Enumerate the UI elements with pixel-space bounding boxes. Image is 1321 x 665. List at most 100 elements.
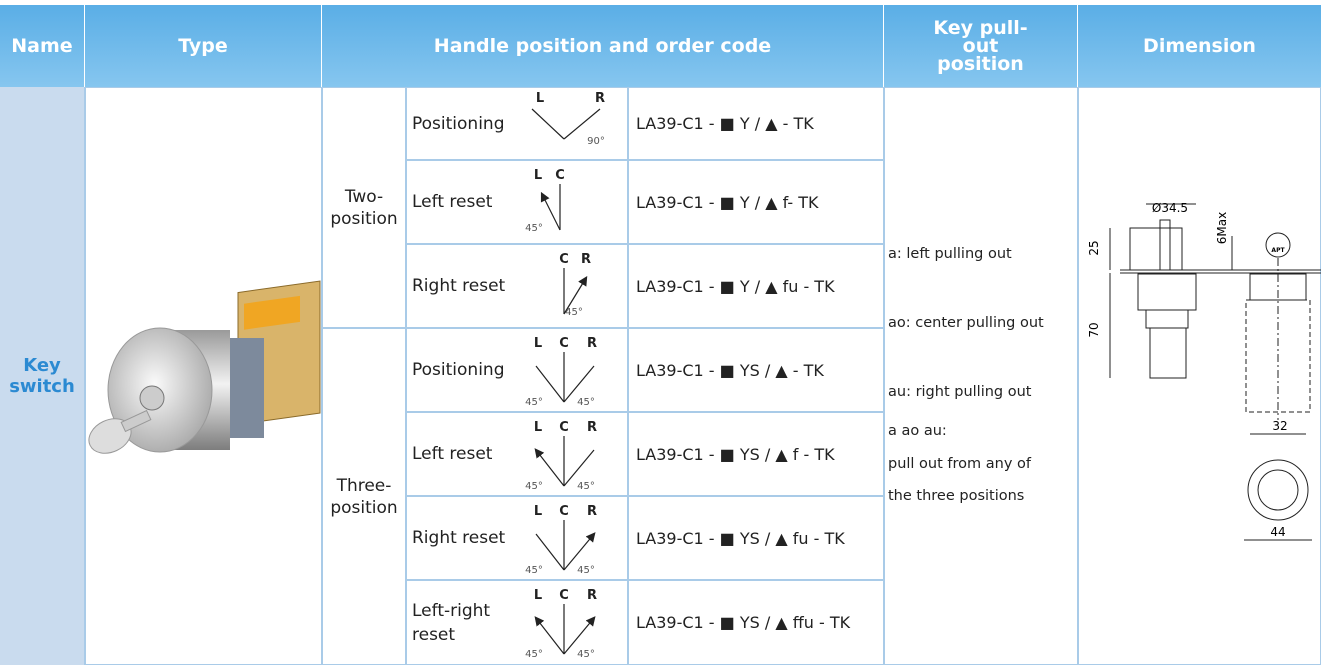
header-type: Type xyxy=(85,5,322,87)
mode-cell: Positioning xyxy=(406,328,628,412)
diagram-label: L xyxy=(534,420,542,435)
dimension-drawing xyxy=(1159,219,1171,271)
diagram-label: 45° xyxy=(565,307,583,318)
code-cell-text: LA39-C1 - ■ Y / ▲ fu - TK xyxy=(636,276,835,296)
mode-cell-text: Left-right reset xyxy=(412,600,491,645)
mode-cell: Right reset xyxy=(406,496,628,580)
header-handle: Handle position and order code xyxy=(322,5,884,87)
dimension-drawing xyxy=(1245,299,1311,413)
header-handle-text: Handle position and order code xyxy=(433,35,772,57)
switch-image xyxy=(139,385,165,411)
mode-cell-text: Left reset xyxy=(412,444,493,464)
code-cell: LA39-C1 - ■ YS / ▲ f - TK xyxy=(628,412,884,496)
diagram-label: R xyxy=(587,336,597,351)
pullout-text: the three positions xyxy=(888,488,1024,504)
diagram-label: L xyxy=(536,91,544,106)
diagram-label: L xyxy=(534,504,542,519)
diagram-label: L xyxy=(534,168,542,183)
dimension-drawing xyxy=(1247,459,1309,521)
diagram-line xyxy=(563,365,595,403)
diagram-line xyxy=(563,275,588,315)
diagram-line xyxy=(535,365,565,403)
group-cell-text: Three-position xyxy=(330,475,398,518)
diagram-label: L xyxy=(534,336,542,351)
diagram-line xyxy=(535,533,565,571)
diagram-label: 45° xyxy=(525,649,543,660)
group-cell: Two-position xyxy=(322,87,406,328)
mode-cell: Left reset xyxy=(406,412,628,496)
pullout-text: pull out from any of xyxy=(888,456,1032,472)
dimension-label: 6Max xyxy=(1215,212,1229,244)
dimension-label: 70 xyxy=(1087,322,1101,337)
diagram-line xyxy=(540,191,561,231)
header-pullout-text: Key pull-out position xyxy=(933,17,1028,75)
code-cell: LA39-C1 - ■ YS / ▲ fu - TK xyxy=(628,496,884,580)
diagram-label: 45° xyxy=(577,565,595,576)
diagram-label: R xyxy=(581,252,591,267)
diagram-line xyxy=(534,448,565,487)
diagram-label: 90° xyxy=(587,136,605,147)
dimension-label: Ø34.5 xyxy=(1152,201,1188,215)
pullout-text: a ao au: xyxy=(888,423,947,439)
switch-image xyxy=(120,409,152,433)
mode-cell-text: Right reset xyxy=(412,528,506,548)
diagram-label: C xyxy=(559,504,569,519)
header-dimension: Dimension xyxy=(1078,5,1321,87)
code-cell-text: LA39-C1 - ■ Y / ▲ - TK xyxy=(636,114,814,133)
mode-cell: Right reset xyxy=(406,244,628,328)
dimension-label: 32 xyxy=(1272,419,1287,433)
mode-cell-text: Right reset xyxy=(412,276,506,296)
diagram-label: R xyxy=(595,91,605,106)
dimension-drawing xyxy=(1257,469,1299,511)
mode-cell: Positioning xyxy=(406,87,628,160)
diagram-label: C xyxy=(559,252,569,267)
header-pullout: Key pull-out position xyxy=(884,5,1078,87)
dimension-label: 44 xyxy=(1270,525,1285,539)
dimension-drawing xyxy=(1149,327,1187,379)
code-cell-text: LA39-C1 - ■ Y / ▲ f- TK xyxy=(636,192,819,212)
code-cell: LA39-C1 - ■ Y / ▲ fu - TK xyxy=(628,244,884,328)
diagram-label: 45° xyxy=(577,397,595,408)
diagram-label: C xyxy=(559,420,569,435)
diagram-label: C xyxy=(559,336,569,351)
diagram-label: R xyxy=(587,504,597,519)
dimension-badge: APT xyxy=(1271,247,1285,254)
diagram-line xyxy=(563,449,595,487)
dimension-drawing xyxy=(1137,273,1197,311)
name-cell: Key switch xyxy=(0,87,85,665)
code-cell: LA39-C1 - ■ Y / ▲ f- TK xyxy=(628,160,884,244)
code-cell-text: LA39-C1 - ■ YS / ▲ - TK xyxy=(636,360,824,380)
diagram-label: C xyxy=(559,588,569,603)
dimension-drawing xyxy=(1145,309,1189,329)
pullout-text: ao: center pulling out xyxy=(888,315,1044,331)
code-cell-text: LA39-C1 - ■ YS / ▲ f - TK xyxy=(636,444,835,464)
header-name-text: Name xyxy=(11,35,73,57)
diagram-label: R xyxy=(587,420,597,435)
group-cell-text: Two-position xyxy=(330,186,398,229)
header-dimension-text: Dimension xyxy=(1143,35,1256,57)
switch-image xyxy=(244,295,300,330)
diagram-label: 45° xyxy=(525,223,543,234)
diagram-label: 45° xyxy=(525,481,543,492)
dimension-drawing xyxy=(1129,227,1183,271)
dimension-label: 25 xyxy=(1087,240,1101,255)
diagram-label: C xyxy=(555,168,565,183)
group-cell: Three-position xyxy=(322,328,406,665)
header-type-text: Type xyxy=(178,35,228,57)
pullout-text: a: left pulling out xyxy=(888,246,1012,262)
mode-cell-text: Left reset xyxy=(412,192,493,212)
diagram-line xyxy=(531,108,565,140)
diagram-label: 45° xyxy=(525,397,543,408)
diagram-line xyxy=(563,616,596,655)
diagram-label: L xyxy=(534,588,542,603)
diagram-line xyxy=(563,532,596,571)
name-cell-text: Key switch xyxy=(9,355,75,397)
diagram-label: 45° xyxy=(525,565,543,576)
code-cell-text: LA39-C1 - ■ YS / ▲ ffu - TK xyxy=(636,613,851,632)
diagram-line xyxy=(563,108,601,140)
header-name: Name xyxy=(0,5,85,87)
diagram-label: 45° xyxy=(577,649,595,660)
mode-cell-text: Positioning xyxy=(412,360,505,380)
code-cell: LA39-C1 - ■ Y / ▲ - TK xyxy=(628,87,884,160)
